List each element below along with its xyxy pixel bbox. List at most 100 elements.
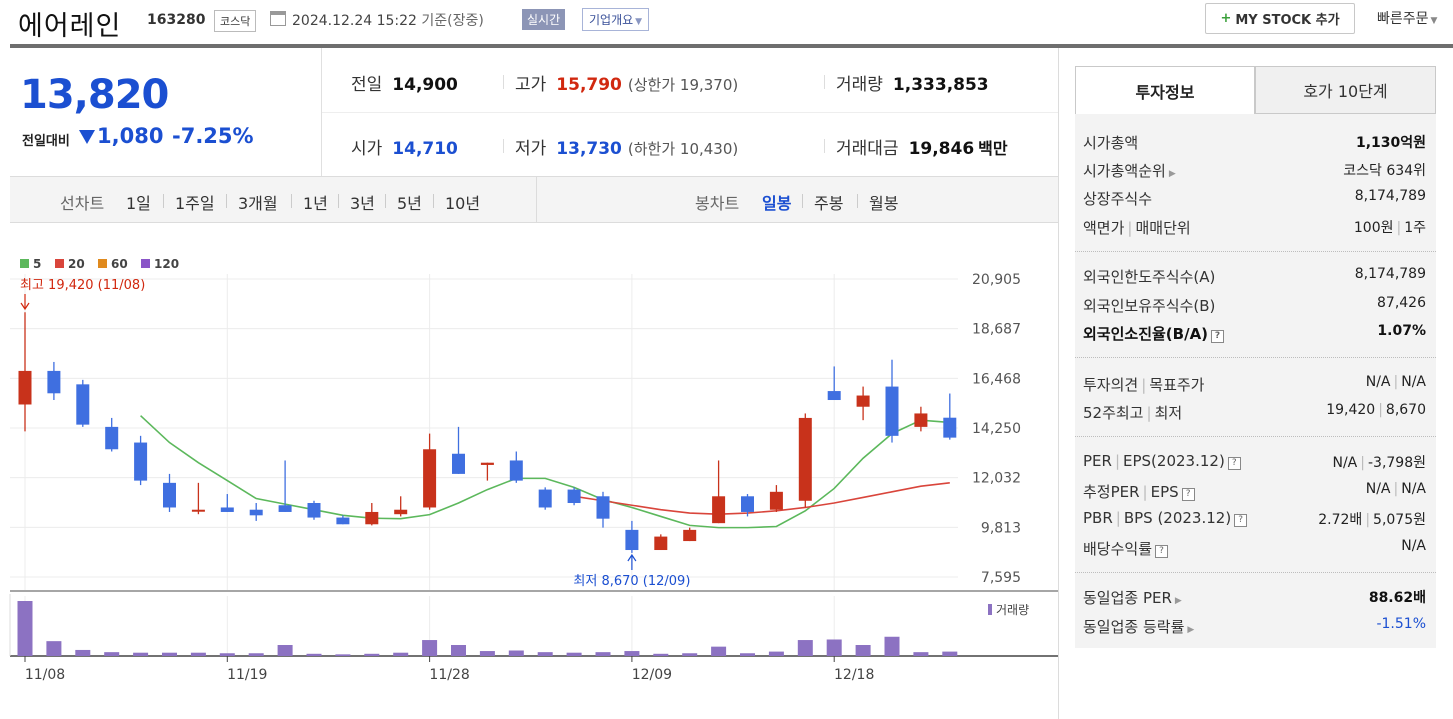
stat-value: 13,730 xyxy=(556,139,622,159)
divider xyxy=(824,139,825,153)
period-1w[interactable]: 1주일 xyxy=(175,194,215,213)
divider xyxy=(1075,357,1436,358)
divider xyxy=(291,194,292,208)
tab-orderbook[interactable]: 호가 10단계 xyxy=(1255,66,1436,114)
add-my-stock-button[interactable]: + MY STOCK 추가 xyxy=(1205,3,1355,34)
divider xyxy=(433,194,434,208)
candle-weekly[interactable]: 주봉 xyxy=(814,194,844,213)
candle-body xyxy=(914,413,928,427)
stat-value: 15,790 xyxy=(556,75,622,95)
candle xyxy=(394,496,408,517)
divider xyxy=(1075,251,1436,252)
help-icon[interactable]: ? xyxy=(1181,488,1195,501)
candle-body xyxy=(423,449,437,508)
row-value-2: -3,798원 xyxy=(1367,455,1426,471)
stat-value: 14,900 xyxy=(392,75,458,95)
volume-bar xyxy=(797,640,813,656)
candle-body xyxy=(683,529,697,542)
ma20-line xyxy=(573,482,950,515)
candle xyxy=(278,460,292,512)
volume-bar xyxy=(422,640,438,656)
plus-icon: + xyxy=(1220,11,1232,26)
candle-monthly[interactable]: 월봉 xyxy=(869,194,899,213)
help-icon[interactable]: ? xyxy=(1211,330,1225,343)
period-3y[interactable]: 3년 xyxy=(350,194,375,213)
divider xyxy=(857,194,858,208)
row-market-cap-rank[interactable]: 시가총액순위 ▶ 코스닥 634위 xyxy=(1083,160,1426,181)
chart-right-border xyxy=(1058,48,1059,719)
volume-bar xyxy=(393,652,409,656)
candle xyxy=(509,451,523,483)
period-1d[interactable]: 1일 xyxy=(126,194,151,213)
candle xyxy=(452,426,465,474)
period-1y[interactable]: 1년 xyxy=(303,194,328,213)
row-value: 1,130억원 xyxy=(1355,135,1426,151)
high-annotation: 최고 19,420 (11/08) xyxy=(20,278,145,293)
stat-high: 고가 15,790 (상한가 19,370) xyxy=(515,70,738,95)
volume-bar xyxy=(595,652,611,656)
candle xyxy=(683,527,697,542)
change-amount: 1,080 xyxy=(97,124,164,148)
y-tick-label: 14,250 xyxy=(972,421,1021,437)
company-info-dropdown[interactable]: 기업개요 ▼ xyxy=(582,8,650,31)
volume-bar xyxy=(826,639,842,656)
help-icon[interactable]: ? xyxy=(1227,457,1241,470)
candle-body xyxy=(249,509,263,516)
candlestick-chart: 5 20 60 120 최고 19,420 (11/08) 최저 8,670 (12/0… xyxy=(9,257,1058,683)
row-label: 외국인소진율(B/A) xyxy=(1083,325,1209,343)
volume-bar xyxy=(508,650,524,656)
caret-down-icon: ▼ xyxy=(1430,16,1438,26)
volume-bar xyxy=(537,652,553,656)
candle xyxy=(336,515,350,525)
candle xyxy=(827,366,841,401)
volume-bar xyxy=(740,653,755,656)
legend-swatch xyxy=(141,259,150,268)
row-label: 52주최고 xyxy=(1083,404,1144,422)
candle-body xyxy=(76,384,90,425)
candle xyxy=(712,460,726,524)
candles xyxy=(18,312,957,553)
down-triangle-icon xyxy=(79,130,95,144)
help-icon[interactable]: ? xyxy=(1234,514,1248,527)
row-listed-shares: 상장주식수 8,174,789 xyxy=(1083,188,1426,209)
row-value: 19,420 xyxy=(1326,402,1376,418)
stat-label: 거래대금 xyxy=(836,139,899,159)
period-10y[interactable]: 10년 xyxy=(445,194,481,213)
tab-invest-info[interactable]: 투자정보 xyxy=(1075,66,1255,114)
datetime: 2024.12.24 15:22 xyxy=(292,13,417,29)
row-52w: 52주최고 | 최저 19,420 | 8,670 xyxy=(1083,402,1426,422)
header-divider xyxy=(10,44,1453,48)
realtime-button[interactable]: 실시간 xyxy=(522,9,566,30)
triangle-right-icon: ▶ xyxy=(1187,625,1195,635)
candle-body xyxy=(596,496,610,519)
candle-body xyxy=(625,529,639,551)
row-sector-change[interactable]: 동일업종 등락률 ▶ -1.51% xyxy=(1083,616,1426,637)
volume-bar xyxy=(46,641,62,656)
candle xyxy=(625,520,639,553)
x-tick-label: 12/09 xyxy=(632,667,672,683)
stat-label: 거래량 xyxy=(836,75,883,95)
volume-bar xyxy=(162,652,177,656)
row-value: N/A xyxy=(1365,481,1391,497)
divider xyxy=(226,194,227,208)
row-foreign-ratio: 외국인소진율(B/A)? 1.07% xyxy=(1083,323,1426,344)
period-3m[interactable]: 3개월 xyxy=(238,194,278,213)
help-icon[interactable]: ? xyxy=(1155,545,1169,558)
candle-daily[interactable]: 일봉 xyxy=(762,194,792,213)
row-label-2: 매매단위 xyxy=(1135,219,1191,237)
volume-bar xyxy=(133,652,149,656)
stat-unit: 백만 xyxy=(978,139,1008,158)
divider xyxy=(802,194,803,208)
candle xyxy=(47,361,61,401)
period-5y[interactable]: 5년 xyxy=(397,194,422,213)
row-value: 8,174,789 xyxy=(1354,266,1426,282)
candle-body xyxy=(134,442,148,481)
row-per: PER | EPS(2023.12)? N/A | -3,798원 xyxy=(1083,452,1426,471)
x-tick-label: 11/28 xyxy=(429,667,469,683)
volume-bar xyxy=(768,651,784,656)
row-value: 8,174,789 xyxy=(1354,188,1426,204)
row-foreign-limit: 외국인한도주식수(A) 8,174,789 xyxy=(1083,266,1426,287)
row-sector-per[interactable]: 동일업종 PER ▶ 88.62배 xyxy=(1083,587,1426,608)
candle-body xyxy=(307,503,321,518)
quick-order-dropdown[interactable]: 빠른주문 ▼ xyxy=(1377,8,1437,28)
